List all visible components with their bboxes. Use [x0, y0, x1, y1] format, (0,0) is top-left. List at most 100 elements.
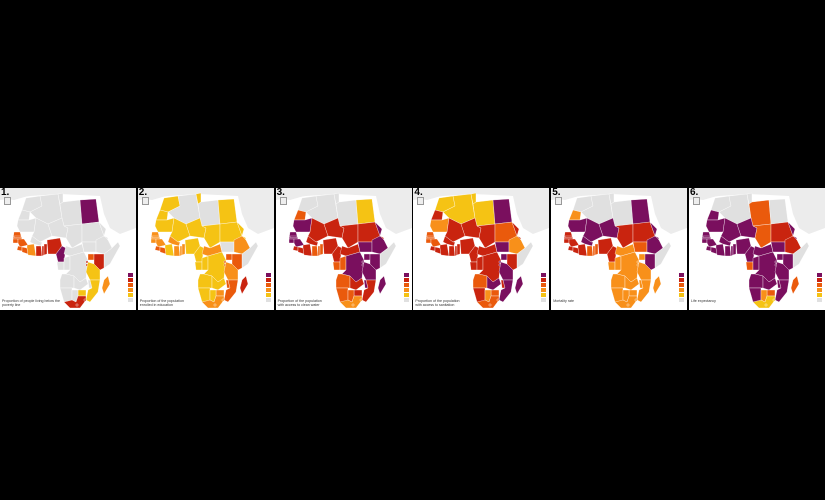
country-sl: [430, 245, 436, 252]
country-gn: [17, 238, 29, 248]
panel-number: 1.: [1, 188, 10, 198]
country-ss: [495, 241, 510, 253]
country-gw: [12, 238, 19, 244]
country-er: [236, 221, 244, 237]
africa-countries: [563, 192, 672, 309]
country-cg: [477, 255, 484, 271]
country-mr: [292, 217, 312, 233]
map-legend: [658, 267, 685, 302]
north-arrow-icon: [279, 197, 287, 205]
country-ga: [607, 261, 616, 271]
country-zw: [215, 289, 224, 297]
background-landmass: [513, 194, 550, 234]
legend-swatch: [816, 272, 822, 277]
legend-swatch: [403, 297, 409, 302]
panel-number: 3.: [276, 188, 285, 198]
country-bj: [181, 243, 185, 256]
legend-swatch: [541, 272, 547, 277]
legend-item: [245, 297, 271, 302]
country-zw: [491, 289, 500, 297]
panel-number: 4.: [414, 188, 423, 198]
background-landmass: [413, 188, 550, 200]
country-ly: [59, 199, 83, 227]
legend-item: [107, 272, 133, 277]
country-ga: [332, 261, 340, 271]
country-sz: [221, 298, 224, 302]
country-ke: [645, 253, 656, 271]
background-landmass: [237, 194, 274, 234]
country-za: [614, 295, 638, 309]
legend-item: [383, 292, 409, 297]
country-ss: [219, 241, 234, 253]
legend-swatch: [541, 287, 547, 292]
country-mg: [515, 275, 524, 295]
legend-item: [245, 282, 271, 287]
north-arrow-icon: [692, 197, 700, 205]
country-ly: [473, 199, 496, 227]
country-sn: [563, 231, 574, 240]
country-ao: [611, 273, 626, 289]
country-er: [650, 221, 658, 237]
country-zm: [762, 275, 778, 291]
caption-line: poverty line: [2, 302, 21, 307]
country-ao: [473, 273, 488, 289]
country-tg: [179, 245, 182, 257]
country-cg: [339, 255, 346, 271]
country-ci: [578, 243, 588, 257]
country-ga: [745, 261, 754, 271]
legend-item: [796, 277, 822, 282]
country-mz: [223, 279, 239, 303]
country-tg: [41, 245, 45, 257]
africa-choropleth-map: [137, 188, 274, 309]
country-sn: [701, 231, 712, 240]
country-gh: [724, 245, 732, 257]
country-ga: [470, 261, 478, 271]
country-ls: [627, 303, 630, 307]
country-sn: [150, 231, 161, 240]
country-er: [98, 221, 107, 237]
country-ug: [87, 253, 95, 261]
country-za: [201, 295, 224, 309]
africa-countries: [12, 192, 121, 309]
legend-item: [245, 272, 271, 277]
country-eg: [79, 198, 100, 225]
legend-swatch: [541, 297, 547, 302]
country-sz: [772, 298, 776, 302]
legend-swatch: [128, 272, 133, 277]
legend-swatch: [265, 297, 271, 302]
country-gm: [151, 235, 159, 238]
country-cg: [201, 255, 208, 271]
country-bj: [595, 243, 599, 256]
country-tg: [317, 245, 320, 257]
legend-item: [520, 277, 547, 282]
country-ug: [225, 253, 232, 261]
country-cm: [193, 245, 204, 263]
caption-line: Proportion of the population: [139, 299, 184, 303]
country-ci: [164, 243, 175, 257]
legend-swatch: [128, 282, 133, 287]
country-zm: [349, 275, 364, 291]
legend-swatch: [403, 277, 409, 282]
country-za: [477, 295, 500, 309]
country-cm: [606, 245, 618, 263]
country-ly: [335, 199, 358, 227]
background-landmass: [137, 188, 274, 200]
country-ss: [770, 241, 786, 253]
country-cg: [752, 255, 760, 271]
country-er: [512, 221, 520, 237]
map-panel: 5. Mortality rate: [551, 188, 688, 310]
country-mr: [16, 217, 37, 233]
country-zm: [73, 275, 89, 291]
country-zw: [766, 289, 776, 297]
africa-countries: [288, 192, 396, 309]
legend-swatch: [541, 277, 547, 282]
legend-swatch: [128, 297, 133, 302]
country-ao: [748, 273, 764, 289]
africa-countries: [426, 192, 534, 309]
legend-swatch: [679, 297, 685, 302]
country-gm: [289, 235, 297, 238]
map-panel-strip: 1. Proportion of people living below the…: [0, 188, 825, 310]
country-ly: [197, 199, 220, 227]
country-ws: [155, 209, 168, 221]
panel-caption: Proportion of people living below the pov…: [2, 299, 86, 308]
